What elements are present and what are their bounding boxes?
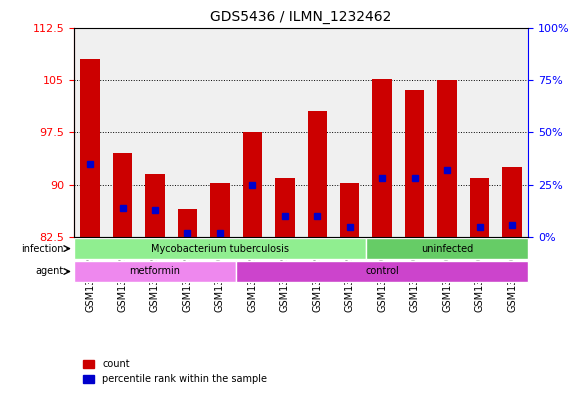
Legend: count, percentile rank within the sample: count, percentile rank within the sample bbox=[79, 356, 271, 388]
FancyBboxPatch shape bbox=[236, 261, 528, 282]
Bar bbox=[178, 209, 197, 237]
Bar bbox=[307, 111, 327, 237]
Bar bbox=[275, 178, 295, 237]
Bar bbox=[405, 90, 424, 237]
Bar bbox=[437, 80, 457, 237]
Bar bbox=[113, 153, 132, 237]
Bar bbox=[340, 183, 360, 237]
FancyBboxPatch shape bbox=[74, 261, 236, 282]
Text: metformin: metformin bbox=[130, 266, 181, 277]
Text: Mycobacterium tuberculosis: Mycobacterium tuberculosis bbox=[151, 244, 289, 253]
Bar bbox=[470, 178, 489, 237]
Text: uninfected: uninfected bbox=[421, 244, 473, 253]
Title: GDS5436 / ILMN_1232462: GDS5436 / ILMN_1232462 bbox=[210, 10, 392, 24]
Bar bbox=[373, 79, 392, 237]
Bar bbox=[210, 183, 229, 237]
Text: control: control bbox=[365, 266, 399, 277]
Bar bbox=[502, 167, 522, 237]
Text: infection: infection bbox=[22, 244, 64, 253]
Bar bbox=[80, 59, 100, 237]
Text: agent: agent bbox=[36, 266, 64, 277]
Bar bbox=[243, 132, 262, 237]
FancyBboxPatch shape bbox=[74, 238, 366, 259]
Bar bbox=[145, 174, 165, 237]
FancyBboxPatch shape bbox=[366, 238, 528, 259]
